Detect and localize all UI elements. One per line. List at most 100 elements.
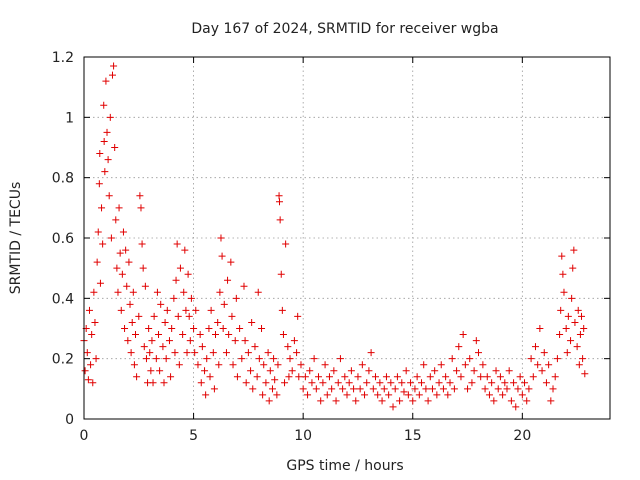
data-point	[334, 379, 342, 387]
data-point	[422, 385, 430, 393]
x-tick-label: 20	[513, 428, 531, 444]
data-point	[288, 367, 296, 375]
data-point	[249, 385, 257, 393]
data-point	[148, 337, 156, 345]
data-point	[415, 391, 423, 399]
data-point	[306, 367, 314, 375]
data-point	[559, 270, 567, 278]
data-point	[510, 379, 518, 387]
data-point	[330, 367, 338, 375]
data-point	[184, 270, 192, 278]
data-point	[170, 294, 178, 302]
data-point	[472, 337, 480, 345]
data-point	[534, 361, 542, 369]
data-point	[328, 385, 336, 393]
data-point	[157, 300, 165, 308]
data-point	[461, 361, 469, 369]
data-point	[182, 306, 190, 314]
data-point	[518, 391, 526, 399]
data-point	[255, 355, 263, 363]
data-point	[194, 361, 202, 369]
data-point	[84, 376, 92, 384]
data-point	[529, 373, 537, 381]
data-point	[568, 294, 576, 302]
data-point	[197, 379, 205, 387]
x-tick-label: 15	[404, 428, 422, 444]
y-tick-label: 0.6	[52, 231, 74, 247]
data-point	[281, 379, 289, 387]
data-point	[336, 355, 344, 363]
data-point	[466, 355, 474, 363]
data-point	[222, 349, 230, 357]
data-point	[347, 367, 355, 375]
data-point	[409, 397, 417, 405]
data-point	[304, 391, 312, 399]
data-point	[159, 343, 167, 351]
data-point	[136, 192, 144, 200]
data-point	[96, 279, 104, 287]
data-point	[104, 156, 112, 164]
data-point	[505, 367, 513, 375]
x-axis-label: GPS time / hours	[286, 458, 403, 474]
data-point	[319, 379, 327, 387]
data-point	[290, 337, 298, 345]
data-point	[88, 331, 96, 339]
data-point	[341, 373, 349, 381]
data-point	[494, 385, 502, 393]
data-point	[173, 240, 181, 248]
data-point	[563, 349, 571, 357]
data-point	[345, 379, 353, 387]
data-point	[538, 367, 546, 375]
data-point	[220, 300, 228, 308]
data-point	[129, 288, 137, 296]
data-point	[358, 361, 366, 369]
data-point	[274, 361, 282, 369]
data-point	[113, 264, 121, 272]
data-point	[354, 373, 362, 381]
data-point	[531, 343, 539, 351]
data-point	[91, 318, 99, 326]
data-point	[578, 312, 586, 320]
data-point	[575, 361, 583, 369]
data-point	[556, 331, 564, 339]
data-point	[503, 385, 511, 393]
data-point	[382, 373, 390, 381]
data-point	[576, 331, 584, 339]
data-point	[312, 385, 320, 393]
data-point	[232, 294, 240, 302]
x-tick-label: 10	[294, 428, 312, 444]
data-point	[161, 318, 169, 326]
data-point	[581, 370, 589, 378]
data-point	[185, 312, 193, 320]
data-point	[244, 349, 252, 357]
data-point	[247, 367, 255, 375]
data-point	[557, 306, 565, 314]
data-point	[481, 385, 489, 393]
data-point	[183, 349, 191, 357]
data-point	[496, 373, 504, 381]
data-point	[479, 361, 487, 369]
data-point	[171, 349, 179, 357]
data-point	[264, 349, 272, 357]
data-point	[138, 240, 146, 248]
data-point	[175, 361, 183, 369]
data-point	[551, 373, 559, 381]
data-point	[225, 331, 233, 339]
data-point	[209, 349, 217, 357]
data-point	[92, 355, 100, 363]
data-point	[275, 198, 283, 206]
plot-frame	[83, 56, 611, 420]
data-point	[118, 270, 126, 278]
data-point	[507, 397, 515, 405]
y-tick-label: 0	[65, 412, 74, 428]
data-point	[310, 355, 318, 363]
data-point	[172, 276, 180, 284]
data-point	[553, 355, 561, 363]
data-point	[301, 373, 309, 381]
data-point	[150, 312, 158, 320]
data-point	[219, 325, 227, 332]
data-point	[83, 349, 91, 357]
data-point	[433, 391, 441, 399]
data-point	[308, 379, 316, 387]
data-point	[123, 282, 131, 290]
